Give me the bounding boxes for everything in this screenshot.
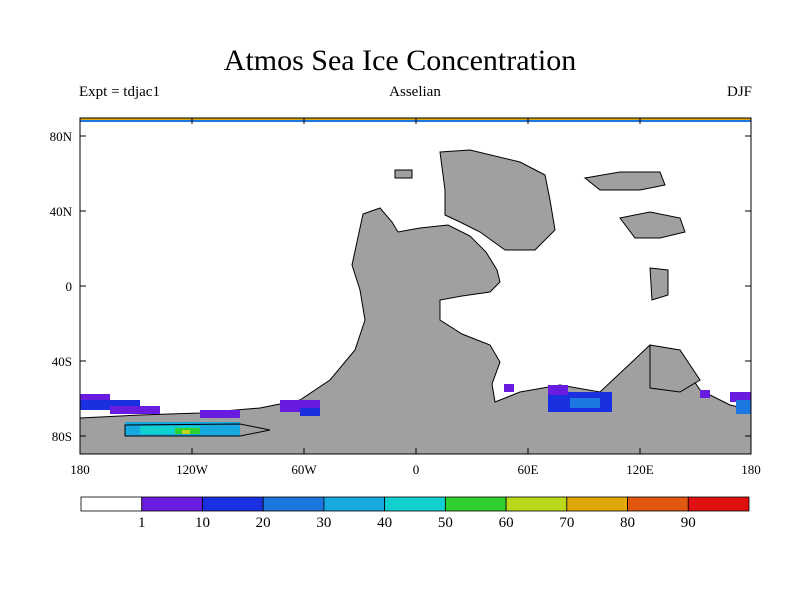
ice-cell [736, 400, 751, 414]
colorbar-label: 50 [438, 515, 453, 531]
colorbar-label: 70 [559, 515, 574, 531]
ice-cell [570, 398, 600, 408]
colorbar-segment [323, 496, 386, 512]
ice-cell [700, 390, 710, 398]
lat-ticks [80, 135, 751, 437]
lon-label: 180 [70, 462, 90, 477]
lat-label: 80N [50, 129, 73, 144]
colorbar-label: 20 [256, 515, 271, 531]
lat-label: 0 [66, 279, 73, 294]
ice-cell [548, 385, 568, 395]
lon-label: 60E [518, 462, 539, 477]
colorbar-segment [141, 496, 203, 512]
colorbar [80, 496, 750, 512]
land-eurasia [439, 149, 556, 251]
colorbar-segment [687, 496, 750, 512]
colorbar-label: 1 [138, 515, 146, 531]
colorbar-labels: 1 10 20 30 40 50 60 70 80 90 [138, 515, 696, 531]
colorbar-label: 80 [620, 515, 635, 531]
land-siberia [583, 171, 666, 191]
land-island-a [649, 267, 669, 301]
lon-label: 180 [741, 462, 761, 477]
colorbar-segment [262, 496, 325, 512]
lon-ticks [191, 118, 641, 454]
lat-label: 80S [52, 429, 72, 444]
ice-cell [730, 392, 751, 402]
colorbar-segment [505, 496, 568, 512]
colorbar-segment [627, 496, 689, 512]
lat-label: 40N [50, 204, 73, 219]
colorbar-label: 40 [377, 515, 392, 531]
colorbar-label: 60 [499, 515, 514, 531]
land-australia [649, 344, 701, 393]
ice-cell [140, 426, 200, 434]
colorbar-segment [80, 496, 143, 512]
lon-labels: 180 120W 60W 0 60E 120E 180 [70, 462, 761, 477]
plot-title: Atmos Sea Ice Concentration [223, 44, 577, 77]
colorbar-segment [444, 496, 507, 512]
colorbar-segment [566, 496, 628, 512]
experiment-label: Expt = tdjac1 [79, 84, 160, 100]
lon-label: 60W [291, 462, 317, 477]
ice-cell [504, 384, 514, 392]
colorbar-label: 30 [316, 515, 331, 531]
period-label: Asselian [389, 84, 441, 100]
ice-cell [110, 406, 160, 414]
ice-cell [200, 410, 240, 418]
colorbar-label: 10 [195, 515, 210, 531]
lon-label: 120E [626, 462, 654, 477]
ice-cell [300, 408, 320, 416]
ice-cell [182, 430, 190, 434]
colorbar-segment [384, 496, 446, 512]
coastline-antarctic [124, 423, 271, 437]
lat-labels: 80N 40N 0 40S 80S [50, 129, 73, 444]
lon-label: 0 [413, 462, 420, 477]
lon-label: 120W [176, 462, 209, 477]
colorbar-label: 90 [681, 515, 696, 531]
land-island-b [394, 169, 413, 179]
season-label: DJF [726, 84, 752, 100]
ice-cell [80, 400, 140, 410]
lat-label: 40S [52, 354, 72, 369]
colorbar-segment [202, 496, 264, 512]
sea-ice-group [80, 384, 751, 436]
land-eastasia [619, 211, 686, 239]
